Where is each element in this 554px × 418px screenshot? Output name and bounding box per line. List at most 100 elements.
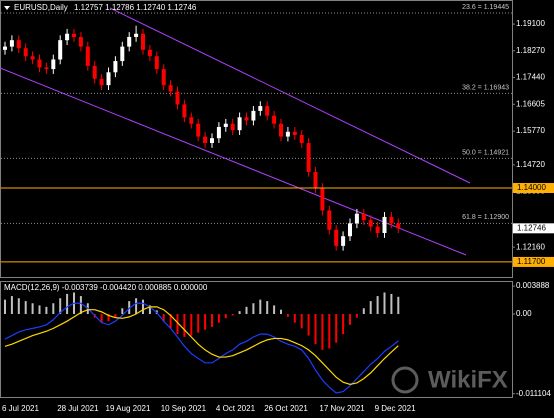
candle-body: [306, 143, 311, 172]
candle-body: [154, 56, 159, 70]
histogram-bar: [321, 314, 324, 350]
symbol-arrow: [4, 6, 10, 10]
histogram-bar: [390, 293, 393, 315]
level-tag: [513, 256, 554, 267]
histogram-bar: [45, 306, 48, 315]
price-panel-border: [0, 0, 513, 278]
histogram-bar: [238, 311, 241, 315]
histogram-bar: [224, 314, 227, 319]
candle-body: [92, 65, 97, 79]
y-tick-label: 1.12160: [516, 242, 545, 251]
candle-body: [237, 117, 242, 131]
histogram-bar: [38, 305, 41, 315]
histogram-bar: [197, 314, 200, 333]
candle-body: [65, 33, 70, 41]
candle-body: [203, 136, 208, 144]
histogram-bar: [273, 305, 276, 315]
candle-body: [113, 61, 118, 73]
candle-body: [175, 91, 180, 105]
candle-body: [120, 46, 125, 62]
candle-body: [147, 49, 152, 57]
candle-body: [320, 188, 325, 211]
level-label: 1.11700: [517, 257, 546, 266]
histogram-bar: [190, 314, 193, 336]
symbol: EURUSD,Daily: [14, 3, 68, 12]
histogram-bar: [362, 308, 365, 315]
histogram-bar: [169, 314, 172, 329]
histogram-bar: [369, 301, 372, 315]
histogram-bar: [204, 314, 207, 330]
histogram-bar: [328, 314, 331, 349]
candle-body: [258, 106, 263, 111]
candle-body: [216, 126, 221, 139]
candle-body: [299, 134, 304, 144]
candle-body: [313, 171, 318, 189]
histogram-bar: [383, 292, 386, 315]
histogram-bar: [107, 314, 110, 322]
candle-body: [3, 46, 7, 50]
candle-body: [37, 59, 42, 68]
histogram-bar: [231, 314, 234, 316]
candle-body: [396, 223, 401, 229]
histogram-bar: [376, 296, 379, 315]
x-tick-label: 28 Jul 2021: [57, 404, 99, 413]
candle-body: [161, 69, 166, 86]
candle-body: [292, 131, 297, 135]
y-tick-label: -0.011104: [516, 389, 551, 398]
channel-upper: [109, 7, 471, 184]
candle-body: [16, 40, 21, 49]
candle-body: [279, 123, 283, 137]
histogram-bar: [66, 293, 69, 315]
histogram-bar: [24, 301, 27, 315]
x-tick-label: 26 Oct 2021: [264, 404, 308, 413]
candle-body: [23, 48, 28, 57]
candle-body: [85, 46, 90, 66]
macd-header: MACD(12,26,9) -0.003739 -0.004420 0.0008…: [4, 283, 208, 292]
histogram-bar: [211, 314, 213, 327]
candle-body: [285, 131, 290, 137]
candle-body: [106, 72, 111, 86]
candle-body: [58, 40, 63, 60]
ohlc-header: 1.12757 1.12786 1.12740 1.12746: [74, 3, 197, 12]
histogram-bar: [314, 314, 317, 345]
candle-body: [272, 115, 277, 124]
histogram-bar: [135, 298, 138, 315]
histogram-bar: [286, 314, 289, 317]
level-tag: [513, 183, 554, 194]
macd-line: [4, 306, 399, 385]
histogram-bar: [59, 298, 62, 315]
candle-body: [334, 229, 339, 246]
candle-body: [375, 226, 380, 234]
histogram-bar: [17, 298, 20, 315]
y-tick-label: 1.17440: [516, 73, 545, 82]
histogram-bar: [148, 305, 151, 315]
histogram-bar: [114, 314, 117, 317]
x-tick-label: 17 Nov 2021: [319, 404, 365, 413]
y-tick-label: 1.18270: [516, 46, 545, 55]
fib-label: 61.8 = 1.12900: [462, 214, 509, 221]
candle-body: [182, 104, 187, 118]
candle-body: [127, 36, 132, 47]
candle-body: [230, 123, 235, 131]
candle-body: [244, 117, 249, 121]
histogram-bar: [4, 299, 6, 315]
histogram-bar: [79, 296, 82, 315]
candle-body: [251, 110, 256, 121]
plot-layer: 1.19100 1.18270 1.17440 1.16605 1.15770 1.147…: [1, 4, 554, 413]
histogram-bar: [397, 296, 400, 315]
histogram-bar: [280, 309, 282, 315]
candle-body: [189, 117, 194, 124]
histogram-bar: [217, 314, 220, 323]
histogram-bar: [293, 314, 296, 323]
candle-body: [99, 78, 104, 86]
histogram-bar: [307, 314, 310, 336]
candle-body: [382, 216, 387, 234]
y-tick-label: 1.19100: [516, 19, 545, 28]
candle-body: [327, 210, 332, 230]
price-tag: [513, 223, 554, 234]
candle-body: [341, 236, 346, 246]
candle-body: [44, 67, 49, 70]
x-tick-label: 6 Jul 2021: [2, 404, 39, 413]
